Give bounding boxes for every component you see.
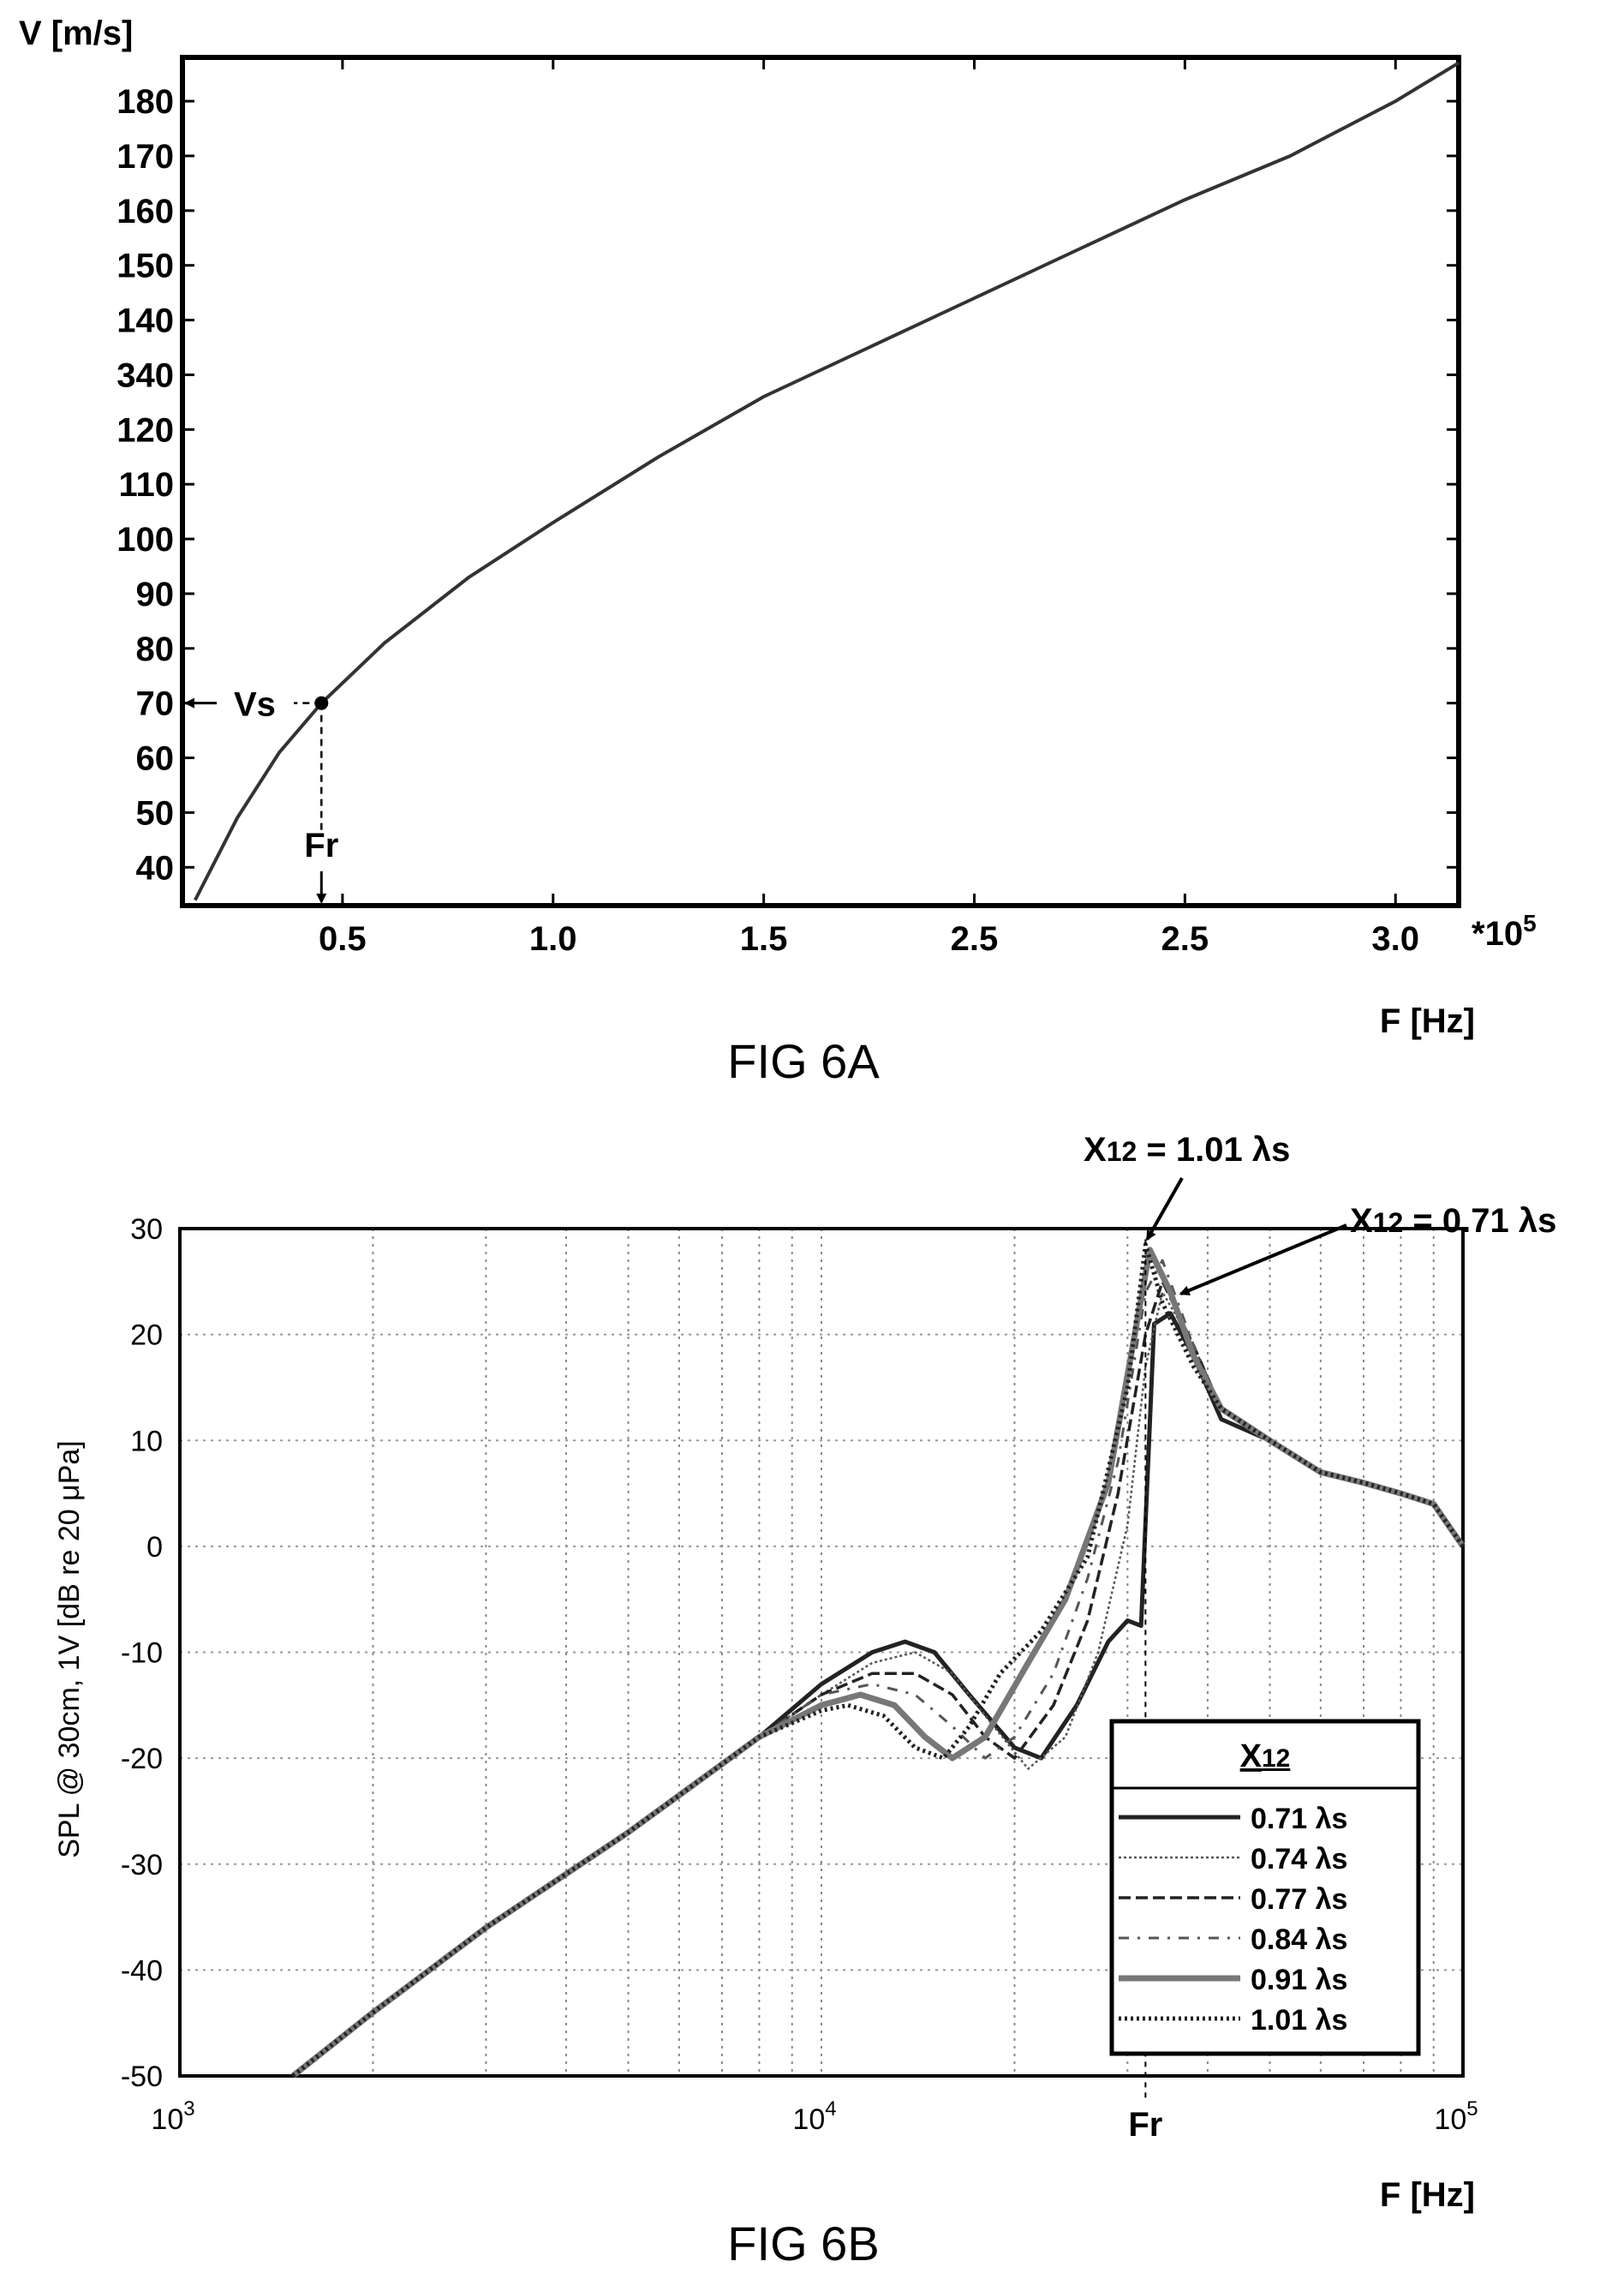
- y-tick-label: 340: [116, 356, 174, 394]
- annotation-0-71: X12 = 0.71 λs: [1179, 1202, 1556, 1296]
- annotation-0-71-arrow: [1179, 1223, 1347, 1296]
- chart-6b-x-ticks: 103 104 105: [151, 2097, 1478, 2136]
- legend-label: 1.01 λs: [1251, 2004, 1347, 2037]
- series-line-6: [291, 1242, 1466, 2078]
- y-tick-label: 160: [116, 193, 174, 230]
- y-tick-label: -30: [121, 1849, 163, 1881]
- legend-label: 0.74 λs: [1251, 1843, 1347, 1875]
- x-tick-exponent: 5: [1466, 2097, 1478, 2121]
- chart-6a-annotation: Vs Fr: [184, 686, 338, 904]
- chart-6a-multiplier: *105: [1472, 910, 1537, 953]
- y-tick-label: 140: [116, 302, 174, 340]
- chart-6a-frame: [180, 55, 1461, 908]
- legend-label: 0.77 λs: [1251, 1883, 1347, 1916]
- x-tick-exponent: 3: [183, 2097, 194, 2121]
- y-tick-label: -20: [121, 1743, 163, 1775]
- legend: X12 0.71 λs 0.74 λs 0.77 λs 0.84 λs 0.91 λs 1…: [1109, 1719, 1421, 2056]
- y-tick-label: 30: [130, 1213, 163, 1246]
- x-tick-label: 2.5: [1161, 920, 1209, 958]
- legend-entries: 0.71 λs 0.74 λs 0.77 λs 0.84 λs 0.91 λs 1.01 …: [1119, 1803, 1347, 2037]
- chart-6a-y-ticks: 40 50 60 70 80 90 100 110 120 340 140 150 160 170 180: [116, 83, 1459, 887]
- legend-label: 0.84 λs: [1251, 1923, 1347, 1956]
- y-tick-label: 60: [136, 740, 175, 778]
- annotation-1-01-arrow: [1145, 1177, 1184, 1241]
- y-tick-label: 180: [116, 83, 174, 121]
- fr-label-6a: Fr: [304, 827, 338, 864]
- y-tick-label: 90: [136, 576, 175, 613]
- figure-6a-caption: FIG 6A: [727, 1034, 880, 1088]
- legend-label: 0.71 λs: [1251, 1803, 1347, 1835]
- chart-6b-frame: [178, 1227, 1465, 2078]
- annotation-1-01: X12 = 1.01 λs: [1084, 1131, 1290, 1241]
- chart-6b-ylabel: SPL @ 30cm, 1V [dB re 20 μPa]: [53, 1440, 86, 1858]
- y-tick-label: 50: [136, 794, 175, 832]
- x-tick-label: 104: [792, 2097, 836, 2136]
- y-tick-label: 150: [116, 248, 174, 285]
- y-tick-label: 170: [116, 138, 174, 176]
- y-tick-label: -40: [121, 1954, 163, 1987]
- y-tick-label: 10: [130, 1425, 163, 1457]
- chart-6b-series: [290, 1242, 1466, 2079]
- chart-6b-y-ticks: 30 20 10 0 -10 -20 -30 -40 -50: [121, 1213, 163, 2093]
- x-tick-label: 3.0: [1371, 920, 1419, 958]
- chart-6a-ylabel: V [m/s]: [19, 15, 133, 52]
- x-tick-label: 1.5: [740, 920, 788, 958]
- y-tick-label: 100: [116, 521, 174, 559]
- chart-6a-curve: [194, 61, 1460, 901]
- x-tick-label: 0.5: [319, 920, 367, 958]
- annotation-1-01-label: X12 = 1.01 λs: [1084, 1131, 1290, 1169]
- x-tick-label: 1.0: [529, 920, 577, 958]
- x-tick-base: 10: [792, 2103, 825, 2136]
- x-tick-base: 10: [151, 2103, 183, 2136]
- legend-label: 0.91 λs: [1251, 1964, 1347, 1996]
- chart-6b-xlabel: F [Hz]: [1380, 2176, 1475, 2214]
- legend-title: X12: [1240, 1738, 1291, 1774]
- x-tick-label: 103: [151, 2097, 194, 2136]
- y-tick-label: 110: [118, 466, 174, 504]
- y-tick-label: -50: [121, 2061, 163, 2093]
- y-tick-label: 120: [116, 411, 174, 449]
- x-tick-label: 2.5: [951, 920, 999, 958]
- y-tick-label: 20: [130, 1319, 163, 1352]
- y-tick-label: 0: [146, 1531, 163, 1564]
- chart-6a-xlabel: F [Hz]: [1380, 1002, 1475, 1040]
- vs-label: Vs: [234, 686, 276, 724]
- chart-6a: 405060708090100110120340140150160170180 …: [19, 15, 1537, 1088]
- chart-6a-x-ticks: 0.5 1.0 1.5 2.5 2.5 3.0: [319, 57, 1419, 958]
- operating-point-marker: [314, 696, 329, 710]
- legend-box: [1109, 1719, 1421, 2056]
- y-tick-label: 70: [136, 685, 175, 723]
- x-tick-exponent: 4: [825, 2097, 836, 2121]
- y-tick-label: 40: [136, 849, 175, 887]
- y-tick-label: 80: [136, 631, 175, 668]
- y-tick-label: -10: [121, 1637, 163, 1670]
- annotation-0-71-label: X12 = 0.71 λs: [1350, 1202, 1556, 1240]
- x-tick-base: 10: [1434, 2103, 1466, 2136]
- figure-6b-caption: FIG 6B: [727, 2216, 879, 2270]
- x-tick-label: 105: [1434, 2097, 1478, 2136]
- fr-label-6b: Fr: [1128, 2106, 1162, 2144]
